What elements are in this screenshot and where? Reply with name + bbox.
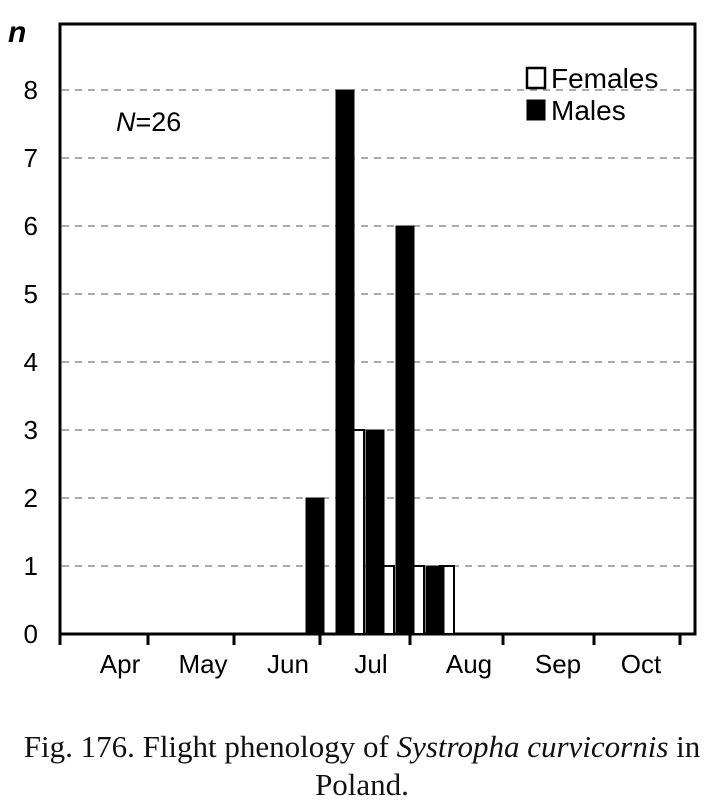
y-tick-label: 8	[24, 75, 38, 105]
y-tick-label: 1	[24, 551, 38, 581]
bar-males	[335, 89, 355, 635]
y-tick-label: 4	[24, 347, 38, 377]
caption-species: Systropha curvicornis	[396, 729, 669, 764]
y-tick-label: 2	[24, 483, 38, 513]
y-tick-label: 3	[24, 415, 38, 445]
y-tick-label: 5	[24, 279, 38, 309]
x-tick-label: May	[178, 649, 227, 679]
chart-svg: 0 1 2 3 4 5 6 7 8 n Apr May Jun Jul Aug Sep Oct N=26 Femal…	[8, 16, 697, 679]
y-tick-label: 6	[24, 211, 38, 241]
bar-males	[305, 497, 325, 635]
figure-caption: Fig. 176. Flight phenology of Systropha …	[0, 728, 724, 804]
y-axis-label: n	[8, 16, 26, 49]
y-tick-label: 0	[24, 619, 38, 649]
x-tick-label: Sep	[535, 649, 581, 679]
phenology-chart: 0 1 2 3 4 5 6 7 8 n Apr May Jun Jul Aug Sep Oct N=26 Femal…	[8, 16, 697, 679]
y-tick-label: 7	[24, 143, 38, 173]
x-tick-label: Aug	[446, 649, 492, 679]
legend-label-males: Males	[551, 95, 626, 126]
caption-prefix: Fig. 176. Flight phenology of	[23, 729, 397, 764]
sample-size-annotation: N=26	[116, 107, 181, 137]
x-tick-label: Jun	[267, 649, 309, 679]
x-tick-label: Oct	[621, 649, 662, 679]
legend-label-females: Females	[551, 63, 658, 94]
legend-swatch-females	[525, 66, 547, 90]
legend-swatch-males	[526, 99, 546, 121]
x-tick-label: Jul	[354, 649, 387, 679]
bar-males	[395, 225, 415, 635]
bar-males	[425, 565, 445, 635]
bar-males	[365, 429, 385, 635]
x-tick-label: Apr	[100, 649, 141, 679]
